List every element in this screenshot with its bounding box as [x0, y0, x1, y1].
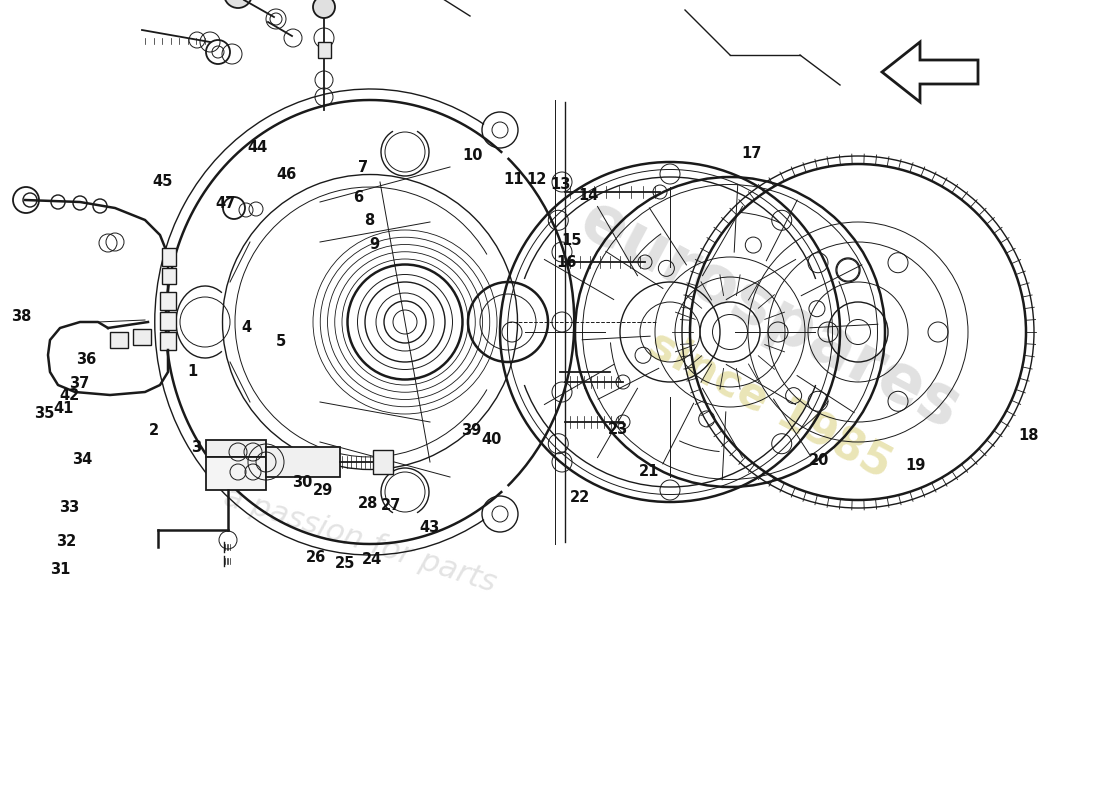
Bar [162, 268, 176, 284]
Text: 11: 11 [504, 173, 524, 187]
Text: 42: 42 [59, 388, 79, 402]
Text: 17: 17 [741, 146, 761, 161]
Bar [133, 329, 151, 345]
Text: 22: 22 [570, 490, 590, 505]
Text: 39: 39 [461, 423, 481, 438]
Text: 7: 7 [358, 161, 368, 175]
Bar [160, 332, 176, 350]
Text: 3: 3 [190, 441, 201, 455]
Circle shape [224, 0, 252, 8]
Text: 33: 33 [59, 501, 79, 515]
Text: 40: 40 [482, 433, 502, 447]
Text: 34: 34 [73, 452, 92, 466]
Text: 44: 44 [248, 141, 267, 155]
Text: 25: 25 [336, 557, 355, 571]
Text: 19: 19 [905, 458, 925, 473]
Bar [373, 450, 393, 474]
Text: 14: 14 [579, 188, 598, 202]
Bar [110, 332, 128, 348]
Text: a passion for parts: a passion for parts [220, 482, 499, 598]
Text: 10: 10 [463, 149, 483, 163]
Text: 16: 16 [557, 255, 576, 270]
Text: 43: 43 [419, 521, 439, 535]
Text: 36: 36 [76, 352, 96, 366]
Circle shape [314, 0, 336, 18]
Polygon shape [266, 447, 340, 477]
Text: 20: 20 [810, 454, 829, 468]
Bar [318, 42, 331, 58]
Text: 30: 30 [293, 475, 312, 490]
Text: since 1985: since 1985 [641, 323, 899, 487]
Text: 32: 32 [56, 534, 76, 549]
Text: eurospares: eurospares [569, 187, 971, 443]
Text: 12: 12 [527, 173, 547, 187]
Text: 6: 6 [353, 190, 364, 205]
Text: 18: 18 [1019, 429, 1038, 443]
Text: 2: 2 [148, 423, 159, 438]
Text: 8: 8 [364, 214, 375, 228]
Text: 26: 26 [306, 550, 326, 565]
Bar [162, 248, 176, 266]
Polygon shape [206, 440, 266, 457]
Text: 38: 38 [11, 310, 31, 324]
Text: 41: 41 [54, 402, 74, 416]
Text: 47: 47 [216, 197, 235, 211]
Text: 46: 46 [276, 167, 296, 182]
Text: 9: 9 [368, 237, 379, 251]
Text: 13: 13 [551, 178, 571, 192]
Text: 4: 4 [241, 321, 252, 335]
Text: 29: 29 [314, 483, 333, 498]
Bar [160, 292, 176, 310]
Text: 1: 1 [187, 365, 198, 379]
Text: 27: 27 [381, 498, 400, 513]
Polygon shape [882, 42, 978, 102]
Text: 24: 24 [362, 553, 382, 567]
Text: 35: 35 [34, 406, 54, 421]
Text: 23: 23 [608, 422, 628, 437]
Text: 28: 28 [359, 497, 378, 511]
Bar [160, 312, 176, 330]
Text: 37: 37 [69, 377, 89, 391]
Text: 5: 5 [275, 334, 286, 349]
Text: 31: 31 [51, 562, 70, 577]
Text: 15: 15 [562, 233, 582, 247]
Text: 21: 21 [639, 465, 659, 479]
Polygon shape [206, 457, 266, 490]
Text: 45: 45 [153, 174, 173, 189]
